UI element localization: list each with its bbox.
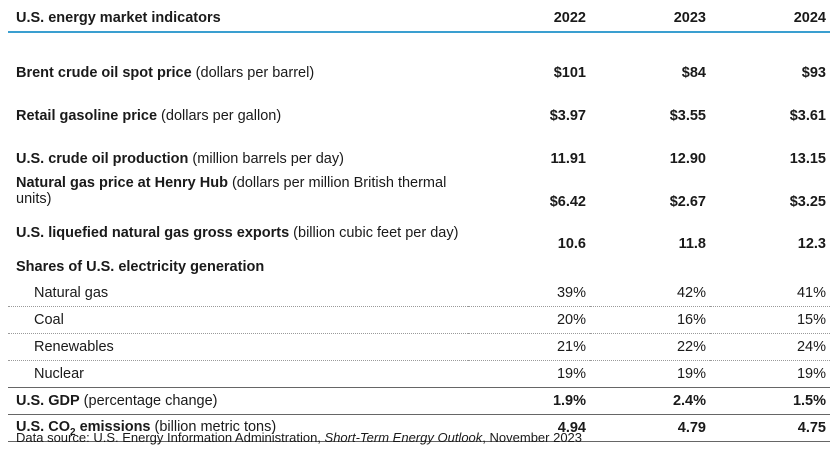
cell-value: $101 [553,65,586,81]
cell-value: $6.42 [549,194,586,210]
shares-heading-row: Shares of U.S. electricity generation [8,254,830,280]
table-row-share-renewables: Renewables 21% 22% 24% [8,333,830,361]
cell-value: 4.94 [468,414,590,442]
cell-value: 22% [590,333,710,361]
table-row-crude-production: U.S. crude oil production (million barre… [8,127,830,170]
row-label: Natural gas [8,280,468,307]
cell-value: $3.25 [789,194,826,210]
table-title: U.S. energy market indicators [8,5,468,33]
cell-value: $3.55 [669,108,706,124]
cell-value: 19% [590,360,710,388]
shares-heading: Shares of U.S. electricity generation [16,259,265,275]
cell-value: 21% [468,333,590,361]
cell-value: $2.67 [669,194,706,210]
cell-value: $84 [681,65,706,81]
cell-value: 4.79 [590,414,710,442]
cell-value: $3.61 [789,108,826,124]
table-row-lng-exports: U.S. liquefied natural gas gross exports… [8,212,830,254]
row-label: Nuclear [8,360,468,388]
cell-value: 13.15 [789,151,826,167]
year-header-2023: 2023 [590,5,710,33]
year-header-2022: 2022 [468,5,590,33]
cell-value: $93 [801,65,826,81]
row-label: Brent crude oil spot price (dollars per … [16,65,315,81]
table-row-share-nuclear: Nuclear 19% 19% 19% [8,360,830,388]
row-label: U.S. crude oil production (million barre… [16,151,344,167]
energy-indicators-table-container: U.S. energy market indicators 2022 2023 … [8,5,830,442]
cell-value: 39% [468,280,590,307]
table-row-gdp: U.S. GDP (percentage change) 1.9% 2.4% 1… [8,387,830,415]
cell-value: 41% [710,280,830,307]
cell-value: 10.6 [557,236,586,252]
cell-value: 1.5% [710,387,830,415]
row-label: Retail gasoline price (dollars per gallo… [16,108,282,124]
cell-value: 24% [710,333,830,361]
cell-value: 12.3 [797,236,826,252]
table-row-gasoline: Retail gasoline price (dollars per gallo… [8,84,830,127]
table-header-row: U.S. energy market indicators 2022 2023 … [8,5,830,33]
cell-value: 19% [468,360,590,388]
table-row-share-coal: Coal 20% 16% 15% [8,306,830,334]
row-label: Renewables [8,333,468,361]
row-label: U.S. GDP (percentage change) [8,387,468,415]
cell-value: 1.9% [468,387,590,415]
cell-value: 20% [468,306,590,334]
cell-value: $3.97 [549,108,586,124]
cell-value: 11.8 [678,236,706,252]
table-row-henry-hub: Natural gas price at Henry Hub (dollars … [8,170,830,212]
cell-value: 15% [710,306,830,334]
table-row-brent: Brent crude oil spot price (dollars per … [8,41,830,84]
cell-value: 19% [710,360,830,388]
cell-value: 2.4% [590,387,710,415]
row-label: Natural gas price at Henry Hub (dollars … [16,175,447,207]
row-label: Coal [8,306,468,334]
data-source-note: Data source: U.S. Energy Information Adm… [16,430,583,445]
energy-indicators-table: U.S. energy market indicators 2022 2023 … [8,5,830,442]
year-header-2024: 2024 [710,5,830,33]
table-row-share-natural-gas: Natural gas 39% 42% 41% [8,280,830,307]
cell-value: 4.75 [710,414,830,442]
cell-value: 11.91 [550,151,587,167]
cell-value: 16% [590,306,710,334]
row-label: U.S. CO2 emissions (billion metric tons) [8,414,468,442]
cell-value: 12.90 [669,151,706,167]
row-label: U.S. liquefied natural gas gross exports… [16,225,459,241]
cell-value: 42% [590,280,710,307]
table-row-co2: U.S. CO2 emissions (billion metric tons)… [8,414,830,442]
